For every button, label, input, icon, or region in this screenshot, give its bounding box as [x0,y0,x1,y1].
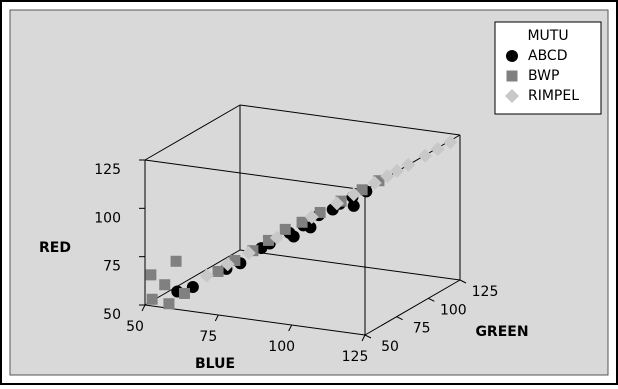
point [229,254,241,266]
box-edge [239,104,461,136]
y-tick-label: 125 [472,284,499,300]
y-tick [396,316,403,321]
point [347,199,360,212]
z-tick-label: 75 [103,259,121,275]
point [314,206,326,218]
y-tick [428,297,435,302]
point [212,265,224,277]
x-axis-label: BLUE [195,356,235,372]
point [146,293,158,305]
point [170,255,182,267]
legend-label: RIMPEL [528,88,579,104]
box-edge [239,249,461,281]
box-edge [144,304,366,336]
x-tick-label: 100 [268,339,295,355]
point [304,210,319,224]
legend-label: ABCD [528,48,568,64]
y-tick-label: 100 [440,302,467,318]
x-tick-label: 50 [126,319,144,335]
z-tick-label: 100 [94,210,121,226]
x-tick [361,334,366,342]
y-tick [459,279,467,284]
legend-title: MUTU [527,28,568,44]
point [390,163,404,178]
box-edge [364,279,461,336]
legend-marker [506,50,518,62]
point [329,196,344,211]
x-tick [141,304,146,312]
point [296,216,308,228]
point [220,257,235,272]
point [443,135,458,150]
point [367,176,382,190]
point [401,157,416,172]
point [178,287,190,299]
y-tick-label: 75 [413,321,431,337]
point [346,187,361,202]
x-tick-label: 125 [342,349,369,365]
point [279,223,291,235]
box-edge [144,249,241,306]
point [269,230,284,245]
box-edge [144,159,366,191]
z-tick-label: 125 [94,162,121,178]
point [380,169,395,184]
point [199,268,214,283]
point [356,184,368,196]
y-axis-label: GREEN [475,324,528,340]
x-tick [214,314,219,322]
box-edge [144,104,241,161]
point [262,234,274,246]
point [430,142,445,156]
x-tick [288,324,293,332]
point [418,148,433,163]
z-axis-label: RED [39,240,71,256]
point [145,269,157,281]
y-tick-label: 50 [381,339,399,355]
legend-marker [505,89,519,103]
legend-label: BWP [528,68,559,84]
point [159,279,171,291]
point [163,298,175,310]
legend-marker [506,70,518,82]
x-tick-label: 75 [199,329,217,345]
y-tick [364,334,372,339]
z-tick-label: 50 [103,307,121,323]
point [241,245,256,260]
